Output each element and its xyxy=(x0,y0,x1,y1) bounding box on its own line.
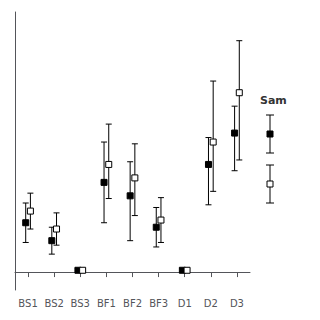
svg-text:D3: D3 xyxy=(230,298,244,309)
svg-text:BF2: BF2 xyxy=(123,298,142,309)
svg-text:D2: D2 xyxy=(204,298,218,309)
svg-text:BS3: BS3 xyxy=(71,298,90,309)
svg-text:BF3: BF3 xyxy=(149,298,168,309)
svg-text:D1: D1 xyxy=(178,298,192,309)
svg-text:Sam: Sam xyxy=(260,94,287,107)
svg-text:BS2: BS2 xyxy=(44,298,63,309)
svg-text:BF1: BF1 xyxy=(97,298,116,309)
svg-text:BS1: BS1 xyxy=(18,298,37,309)
